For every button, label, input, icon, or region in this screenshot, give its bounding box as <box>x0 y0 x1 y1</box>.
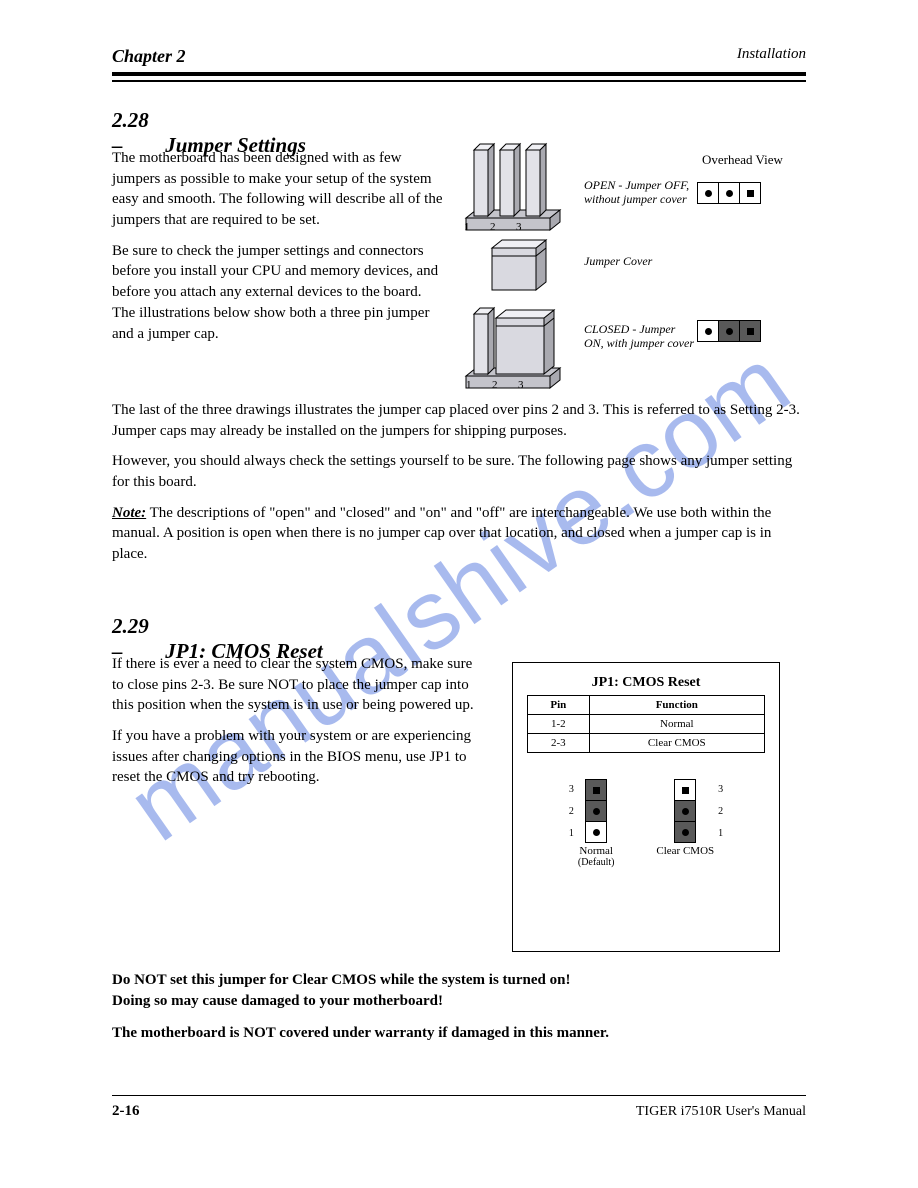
jp1-left-subcaption: (Default) <box>578 857 615 868</box>
jp1-right-side-2: 2 <box>718 801 723 823</box>
pin-3c <box>739 320 761 342</box>
jumper-pin-label-1b: 1 <box>466 379 472 391</box>
jp1-right-caption: Clear CMOS <box>656 845 714 857</box>
jp1-r-p1 <box>674 821 696 843</box>
note-text: The descriptions of "open" and "closed" … <box>112 505 771 562</box>
pin-2c <box>718 320 740 342</box>
jumper-cover-label: Jumper Cover <box>584 254 694 269</box>
jumper-closed-3d-icon <box>458 298 568 390</box>
jp1-th-pin: Pin <box>528 696 590 715</box>
footer-rule <box>112 1095 806 1096</box>
pin-1 <box>697 182 719 204</box>
jp1-left-pins <box>578 779 615 843</box>
para-note: Note: The descriptions of "open" and "cl… <box>112 503 806 565</box>
jumper-closed-label: CLOSED - Jumper ON, with jumper cover <box>584 322 694 351</box>
footer-page-number: 2-16 <box>112 1103 140 1120</box>
jumper-pin-label-1: 1 <box>464 221 470 233</box>
header-rule-2 <box>112 80 806 82</box>
pin-3 <box>739 182 761 204</box>
jp1-right-pins <box>656 779 714 843</box>
para-intro-1: The motherboard has been designed with a… <box>112 148 444 231</box>
note-label: Note: <box>112 505 146 521</box>
jp1-r0c1: Normal <box>589 715 764 734</box>
jp1-right-side-3: 3 <box>718 779 723 801</box>
jp1-r1c0: 2-3 <box>528 734 590 753</box>
overhead-open-pins <box>697 182 761 204</box>
jumper-open-label: OPEN - Jumper OFF, without jumper cover <box>584 178 694 207</box>
jp1-box: JP1: CMOS Reset Pin Function 1-2 Normal … <box>512 662 780 952</box>
jp1-th-func: Function <box>589 696 764 715</box>
jumper-pin-label-3b: 3 <box>518 379 524 391</box>
jp1-left-caption: Normal <box>578 845 615 857</box>
jp1-r-p3 <box>674 779 696 801</box>
pin-2 <box>718 182 740 204</box>
jp1-table: Pin Function 1-2 Normal 2-3 Clear CMOS <box>527 695 765 753</box>
overhead-heading: Overhead View <box>702 152 783 168</box>
para-cmos-1: If there is ever a need to clear the sys… <box>112 654 482 716</box>
para-last-2: However, you should always check the set… <box>112 451 806 492</box>
jumper-pin-label-2b: 2 <box>492 379 498 391</box>
overhead-closed-pins <box>697 320 761 342</box>
footer-product: TIGER i7510R User's Manual <box>636 1104 806 1120</box>
header-chapter: Chapter 2 <box>112 46 186 67</box>
warning-3: The motherboard is NOT covered under war… <box>112 1023 806 1044</box>
jp1-right-side-1: 1 <box>718 823 723 845</box>
header-rule-1 <box>112 72 806 76</box>
jp1-box-title: JP1: CMOS Reset <box>527 675 765 691</box>
jumper-pin-label-3: 3 <box>516 221 522 233</box>
jumper-cover-3d-icon <box>486 234 556 296</box>
warning-1: Do NOT set this jumper for Clear CMOS wh… <box>112 970 806 991</box>
jp1-left-side-2: 2 <box>569 801 574 823</box>
jp1-left-side-3: 3 <box>569 779 574 801</box>
jp1-r-p2 <box>674 800 696 822</box>
para-last-1: The last of the three drawings illustrat… <box>112 400 806 441</box>
para-cmos-2: If you have a problem with your system o… <box>112 726 482 788</box>
jp1-left-side-1: 1 <box>569 823 574 845</box>
para-intro-2: Be sure to check the jumper settings and… <box>112 241 444 344</box>
jumper-open-3d-icon <box>458 140 568 232</box>
jp1-l-p2 <box>585 800 607 822</box>
header-section: Installation <box>737 46 806 63</box>
jumper-pin-label-2: 2 <box>490 221 496 233</box>
pin-1c <box>697 320 719 342</box>
jp1-r1c1: Clear CMOS <box>589 734 764 753</box>
jp1-l-p3 <box>585 779 607 801</box>
warning-2: Doing so may cause damaged to your mothe… <box>112 991 806 1012</box>
jp1-r0c0: 1-2 <box>528 715 590 734</box>
jp1-l-p1 <box>585 821 607 843</box>
